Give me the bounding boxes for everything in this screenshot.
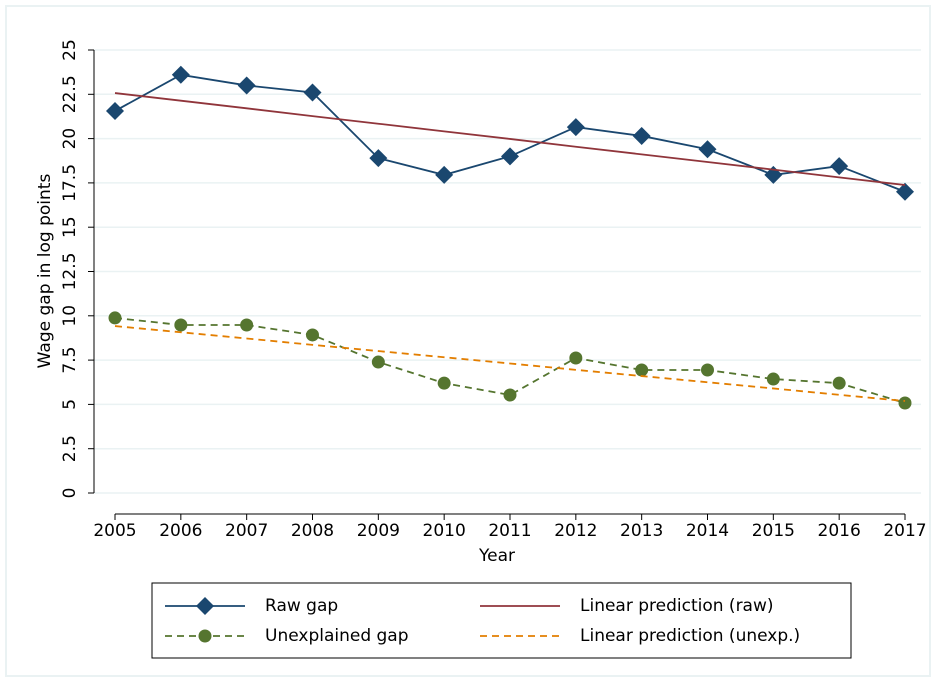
legend-label: Linear prediction (raw): [580, 596, 774, 616]
marker: [106, 101, 124, 120]
x-tick-label: 2016: [818, 521, 861, 541]
y-tick-label: 10: [60, 305, 80, 327]
series-line: [114, 325, 906, 402]
series-line: [114, 92, 906, 186]
x-tick-label: 2014: [686, 521, 729, 541]
x-tick-label: 2006: [159, 521, 202, 541]
y-tick-label: 12.5: [60, 253, 80, 291]
x-tick-label: 2017: [883, 521, 926, 541]
x-tick-label: 2012: [554, 521, 597, 541]
marker: [435, 165, 454, 184]
marker: [566, 118, 585, 137]
marker: [766, 372, 780, 386]
y-tick-label: 0: [60, 488, 80, 499]
marker: [569, 351, 583, 365]
marker: [698, 140, 717, 159]
marker: [701, 363, 714, 377]
marker: [371, 355, 385, 369]
marker: [174, 318, 188, 332]
x-tick-label: 2011: [488, 521, 531, 541]
y-tick-label: 7.5: [60, 347, 80, 374]
marker: [240, 318, 254, 332]
legend-label: Unexplained gap: [265, 626, 409, 646]
x-tick-label: 2009: [357, 521, 400, 541]
marker: [108, 311, 122, 325]
x-tick-label: 2013: [620, 521, 663, 541]
x-tick-label: 2008: [291, 521, 334, 541]
marker: [632, 126, 651, 145]
y-tick-label: 20: [60, 128, 80, 150]
y-axis-label: Wage gap in log points: [35, 174, 55, 369]
marker: [635, 363, 649, 377]
marker: [303, 83, 322, 102]
legend-box: [151, 582, 852, 659]
marker: [501, 147, 519, 166]
marker: [369, 149, 388, 168]
marker: [896, 182, 914, 201]
y-tick-label: 25: [60, 39, 80, 61]
marker: [437, 376, 451, 390]
marker: [237, 76, 256, 95]
marker: [171, 65, 190, 84]
y-tick-label: 17.5: [60, 164, 80, 202]
x-tick-label: 2010: [423, 521, 466, 541]
y-tick-label: 5: [60, 399, 80, 410]
legend-label: Raw gap: [265, 596, 338, 616]
x-tick-label: 2015: [752, 521, 795, 541]
y-tick-label: 2.5: [60, 435, 80, 462]
legend-label: Linear prediction (unexp.): [580, 626, 800, 646]
marker: [898, 396, 912, 410]
marker: [832, 376, 846, 390]
y-tick-label: 15: [60, 216, 80, 238]
x-tick-label: 2005: [93, 521, 136, 541]
marker: [830, 157, 849, 176]
x-axis-label: Year: [478, 546, 515, 566]
marker: [503, 388, 517, 402]
y-tick-label: 22.5: [60, 75, 80, 113]
marker: [306, 328, 319, 342]
chart-frame: [5, 5, 931, 677]
x-tick-label: 2007: [225, 521, 268, 541]
legend-marker: [196, 597, 214, 615]
legend-marker: [198, 629, 212, 643]
